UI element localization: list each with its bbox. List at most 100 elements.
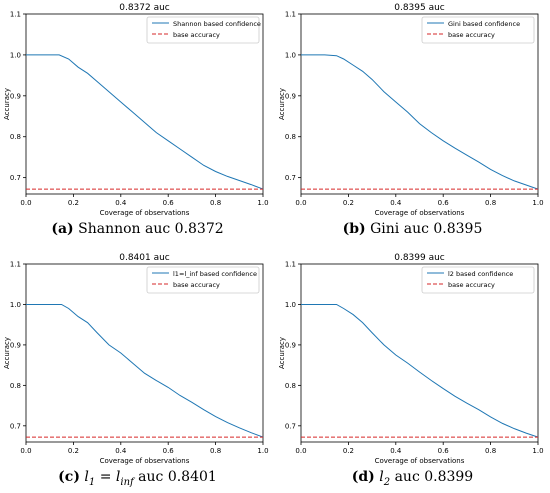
y-tick-label: 0.7 bbox=[285, 422, 296, 430]
x-tick-label: 0.6 bbox=[438, 447, 450, 455]
caption-label: (c) bbox=[58, 469, 80, 485]
y-tick-label: 0.8 bbox=[285, 382, 296, 390]
caption-text: auc 0.8401 bbox=[138, 469, 217, 485]
y-tick-label: 1.1 bbox=[285, 11, 296, 19]
legend-label: base accuracy bbox=[173, 31, 220, 39]
x-tick-label: 0.4 bbox=[390, 199, 402, 207]
caption-label: (d) bbox=[351, 469, 375, 485]
y-tick-label: 0.8 bbox=[10, 133, 21, 141]
x-tick-label: 0.6 bbox=[163, 199, 175, 207]
x-tick-label: 1.0 bbox=[257, 199, 268, 207]
caption-a: (a) Shannon auc 0.8372 bbox=[0, 221, 275, 237]
caption-math-l2: l2 bbox=[379, 469, 391, 488]
chart-d: 0.8399 auc 0.0 0.2 0.4 0.6 0.8 1.0 0.7 0.8 0.9 1.0… bbox=[278, 253, 544, 465]
y-axis-label: Accuracy bbox=[3, 88, 11, 120]
legend-box bbox=[146, 16, 260, 44]
chart-title: 0.8399 auc bbox=[394, 253, 445, 263]
legend-label: base accuracy bbox=[448, 281, 495, 289]
caption-d: (d) l2 auc 0.8399 bbox=[275, 469, 550, 488]
x-tick-label: 0.0 bbox=[20, 199, 31, 207]
y-tick-label: 1.1 bbox=[10, 11, 21, 19]
y-tick-label: 0.9 bbox=[285, 92, 296, 100]
y-tick-label: 1.1 bbox=[10, 261, 21, 269]
plot-area bbox=[300, 13, 539, 195]
y-axis-label: Accuracy bbox=[3, 337, 11, 369]
x-tick-label: 0.2 bbox=[343, 447, 354, 455]
x-tick-label: 1.0 bbox=[532, 447, 543, 455]
legend-label: Gini based confidence bbox=[448, 20, 520, 28]
series-line-confidence bbox=[26, 303, 264, 438]
y-tick-label: 0.7 bbox=[10, 422, 21, 430]
x-axis-label: Coverage of observations bbox=[375, 209, 465, 217]
x-tick-label: 0.2 bbox=[68, 447, 79, 455]
legend-label: base accuracy bbox=[448, 31, 495, 39]
caption-label: (b) bbox=[342, 221, 366, 237]
x-tick-label: 0.0 bbox=[295, 447, 306, 455]
caption-label: (a) bbox=[51, 221, 74, 237]
caption-text: Gini auc 0.8395 bbox=[370, 221, 483, 237]
x-tick-label: 0.4 bbox=[115, 199, 127, 207]
legend-box bbox=[146, 266, 260, 294]
x-tick-label: 0.2 bbox=[343, 199, 354, 207]
plot-area bbox=[25, 263, 264, 443]
x-axis-label: Coverage of observations bbox=[375, 457, 465, 465]
x-tick-label: 1.0 bbox=[532, 199, 543, 207]
y-tick-label: 0.8 bbox=[10, 382, 21, 390]
y-tick-label: 0.9 bbox=[10, 341, 21, 349]
y-tick-label: 0.7 bbox=[10, 174, 21, 182]
y-tick-label: 1.0 bbox=[10, 301, 21, 309]
plot-area bbox=[300, 263, 539, 443]
y-axis-label: Accuracy bbox=[278, 337, 286, 369]
y-tick-label: 1.0 bbox=[285, 301, 296, 309]
caption-text: Shannon auc 0.8372 bbox=[78, 221, 224, 237]
y-tick-label: 1.1 bbox=[285, 261, 296, 269]
chart-panel-c: 0.8401 auc 0.0 0.2 0.4 0.6 0.8 1.0 0.7 0.8 0.9 1.0… bbox=[0, 250, 275, 493]
legend-label: Shannon based confidence bbox=[173, 20, 261, 28]
chart-c: 0.8401 auc 0.0 0.2 0.4 0.6 0.8 1.0 0.7 0.8 0.9 1.0… bbox=[3, 253, 269, 465]
legend-label: l1=l_inf based confidence bbox=[173, 270, 257, 278]
x-tick-label: 0.8 bbox=[485, 199, 496, 207]
y-tick-label: 0.9 bbox=[285, 341, 296, 349]
x-tick-label: 0.0 bbox=[295, 199, 306, 207]
legend-box bbox=[421, 266, 535, 294]
x-axis-label: Coverage of observations bbox=[100, 209, 190, 217]
x-tick-label: 0.8 bbox=[210, 447, 221, 455]
y-tick-label: 0.9 bbox=[10, 92, 21, 100]
x-tick-label: 0.6 bbox=[163, 447, 175, 455]
chart-b: 0.8395 auc 0.0 0.2 0.4 0.6 0.8 1.0 0.7 0.8 0.9 1.0… bbox=[278, 3, 544, 217]
x-tick-label: 0.6 bbox=[438, 199, 450, 207]
x-tick-label: 0.2 bbox=[68, 199, 79, 207]
chart-title: 0.8372 auc bbox=[119, 3, 170, 13]
caption-b: (b) Gini auc 0.8395 bbox=[275, 221, 550, 237]
caption-text: auc 0.8399 bbox=[394, 469, 474, 485]
caption-math-inf: inf bbox=[120, 476, 134, 488]
y-tick-label: 0.7 bbox=[285, 174, 296, 182]
caption-math-l1: l1 bbox=[84, 469, 96, 488]
legend-label: l2 based confidence bbox=[448, 270, 513, 278]
chart-panel-a: 0.8372 auc 0.0 0.2 0.4 0.6 0.8 1.0 0.7 0.8 0.9 1.0… bbox=[0, 0, 275, 250]
y-tick-label: 1.0 bbox=[285, 51, 296, 59]
legend-box bbox=[421, 16, 535, 44]
series-line-confidence bbox=[26, 54, 264, 190]
chart-title: 0.8401 auc bbox=[119, 253, 170, 263]
series-line-confidence bbox=[301, 54, 539, 190]
plot-area bbox=[25, 13, 264, 195]
y-axis-label: Accuracy bbox=[278, 88, 286, 120]
y-tick-label: 1.0 bbox=[10, 51, 21, 59]
x-tick-label: 0.8 bbox=[485, 447, 496, 455]
caption-c: (c) l1 = linf auc 0.8401 bbox=[0, 469, 275, 488]
caption-math-eq: = l bbox=[95, 469, 121, 485]
x-axis-label: Coverage of observations bbox=[100, 457, 190, 465]
chart-a: 0.8372 auc 0.0 0.2 0.4 0.6 0.8 1.0 0.7 0.8 0.9 1.0… bbox=[3, 3, 269, 217]
chart-panel-b: 0.8395 auc 0.0 0.2 0.4 0.6 0.8 1.0 0.7 0.8 0.9 1.0… bbox=[275, 0, 550, 250]
legend-label: base accuracy bbox=[173, 281, 220, 289]
x-tick-label: 0.4 bbox=[390, 447, 402, 455]
series-line-confidence bbox=[301, 303, 539, 438]
x-tick-label: 1.0 bbox=[257, 447, 268, 455]
chart-panel-d: 0.8399 auc 0.0 0.2 0.4 0.6 0.8 1.0 0.7 0.8 0.9 1.0… bbox=[275, 250, 550, 493]
x-tick-label: 0.0 bbox=[20, 447, 31, 455]
y-tick-label: 0.8 bbox=[285, 133, 296, 141]
chart-title: 0.8395 auc bbox=[394, 3, 445, 13]
x-tick-label: 0.4 bbox=[115, 447, 127, 455]
x-tick-label: 0.8 bbox=[210, 199, 221, 207]
